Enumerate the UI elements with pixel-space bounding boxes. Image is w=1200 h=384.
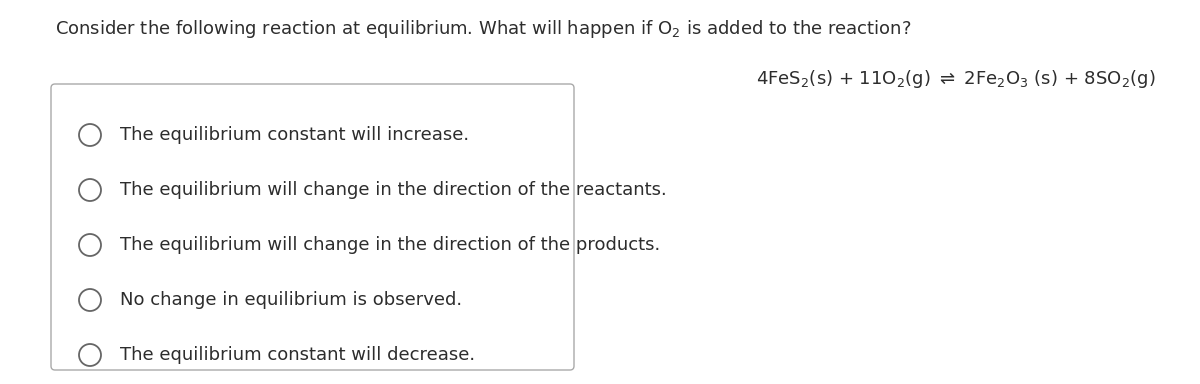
Text: 4FeS$_2$(s) + 11O$_2$(g) $\rightleftharpoons$ 2Fe$_2$O$_3$ (s) + 8SO$_2$(g): 4FeS$_2$(s) + 11O$_2$(g) $\rightleftharp… xyxy=(756,68,1154,90)
FancyBboxPatch shape xyxy=(50,84,574,370)
Text: The equilibrium constant will decrease.: The equilibrium constant will decrease. xyxy=(120,346,475,364)
Text: The equilibrium will change in the direction of the products.: The equilibrium will change in the direc… xyxy=(120,236,660,254)
Text: The equilibrium constant will increase.: The equilibrium constant will increase. xyxy=(120,126,469,144)
Text: No change in equilibrium is observed.: No change in equilibrium is observed. xyxy=(120,291,462,309)
Text: Consider the following reaction at equilibrium. What will happen if O$_2$ is add: Consider the following reaction at equil… xyxy=(55,18,912,40)
Text: The equilibrium will change in the direction of the reactants.: The equilibrium will change in the direc… xyxy=(120,181,667,199)
